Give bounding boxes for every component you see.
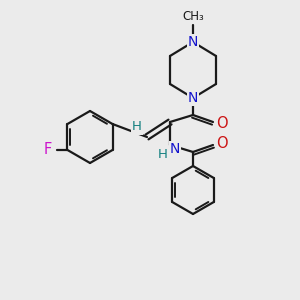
Text: CH₃: CH₃ (182, 11, 204, 23)
Text: N: N (170, 142, 180, 156)
Text: N: N (188, 35, 198, 49)
Text: H: H (158, 148, 168, 160)
Text: O: O (216, 136, 228, 152)
Text: N: N (188, 91, 198, 105)
Text: F: F (44, 142, 52, 158)
Text: H: H (132, 121, 142, 134)
Text: O: O (216, 116, 228, 130)
